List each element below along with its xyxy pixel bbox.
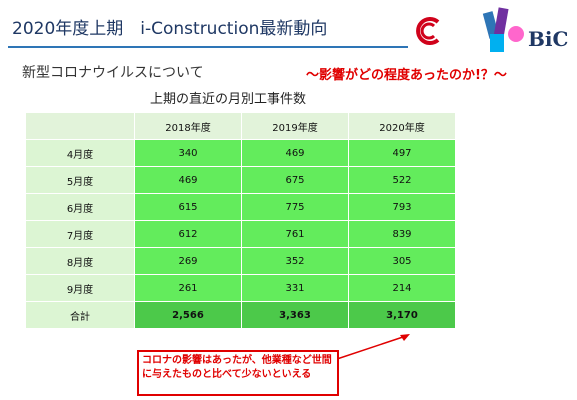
data-cell: 469	[134, 166, 242, 194]
bic-logo: BiC	[482, 7, 568, 52]
data-cell: 761	[241, 220, 349, 248]
data-cell: 469	[241, 139, 349, 167]
row-header: 9月度	[25, 274, 135, 302]
data-cell: 269	[134, 247, 242, 275]
table-row: 4月度 340 469 497	[25, 139, 456, 167]
row-header: 7月度	[25, 220, 135, 248]
table: 2018年度 2019年度 2020年度 4月度 340 469 497 5月度 469 675 5…	[25, 112, 456, 329]
total-label: 合計	[25, 301, 135, 329]
total-cell: 2,566	[134, 301, 242, 329]
data-cell: 214	[348, 274, 456, 302]
data-cell: 675	[241, 166, 349, 194]
data-cell: 612	[134, 220, 242, 248]
total-cell: 3,363	[241, 301, 349, 329]
row-header: 5月度	[25, 166, 135, 194]
row-header: 6月度	[25, 193, 135, 221]
column-header: 2019年度	[241, 112, 349, 140]
data-cell: 497	[348, 139, 456, 167]
row-header: 8月度	[25, 247, 135, 275]
table-row: 7月度 612 761 839	[25, 220, 456, 248]
data-cell: 839	[348, 220, 456, 248]
callout: コロナの影響はあったが、他業種など世間に与えたものと比べて少ないといえる	[137, 350, 339, 396]
total-row: 合計 2,566 3,363 3,170	[25, 301, 456, 329]
total-cell: 3,170	[348, 301, 456, 329]
data-cell: 352	[241, 247, 349, 275]
data-cell: 340	[134, 139, 242, 167]
data-cell: 775	[241, 193, 349, 221]
column-header: 2018年度	[134, 112, 242, 140]
table-row: 8月度 269 352 305	[25, 247, 456, 275]
slide-title: 2020年度上期 i-Construction最新動向	[12, 19, 328, 39]
corner-cell	[25, 112, 135, 140]
table-row: 5月度 469 675 522	[25, 166, 456, 194]
data-cell: 331	[241, 274, 349, 302]
highlight: ～影響がどの程度あったのか!？～	[306, 68, 507, 83]
data-cell: 522	[348, 166, 456, 194]
data-cell: 615	[134, 193, 242, 221]
header-row: 2018年度 2019年度 2020年度	[25, 112, 456, 140]
subtitle: 新型コロナウイルスについて	[22, 65, 204, 81]
data-cell: 793	[348, 193, 456, 221]
row-header: 4月度	[25, 139, 135, 167]
data-cell: 305	[348, 247, 456, 275]
table-title: 上期の直近の月別工事件数	[150, 92, 307, 107]
table-row: 6月度 615 775 793	[25, 193, 456, 221]
column-header: 2020年度	[348, 112, 456, 140]
table-row: 9月度 261 331 214	[25, 274, 456, 302]
data-cell: 261	[134, 274, 242, 302]
title-rule	[8, 46, 408, 48]
logo-text: BiC	[528, 27, 568, 51]
callout-arrow	[333, 334, 410, 361]
ic-logo	[416, 17, 440, 45]
